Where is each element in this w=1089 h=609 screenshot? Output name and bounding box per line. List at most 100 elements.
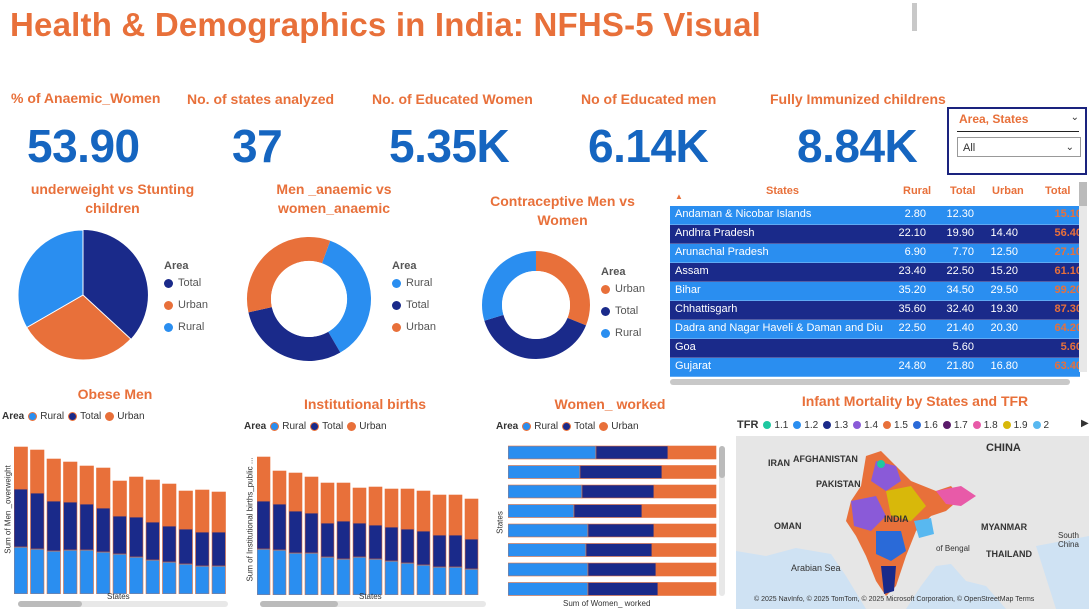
col-header-states[interactable]: States	[766, 185, 800, 197]
table-horizontal-scrollbar[interactable]	[670, 379, 1070, 385]
bar-segment	[587, 523, 655, 538]
legend-item-total[interactable]: Total	[601, 300, 645, 322]
table-row[interactable]: Arunachal Pradesh 6.90 7.70 12.50 27.10	[670, 244, 1082, 263]
table-cell-state: Gujarat	[675, 360, 712, 372]
legend-dot	[763, 421, 772, 429]
chevron-down-icon[interactable]: ⌄	[1070, 112, 1079, 123]
legend-label: Rural	[615, 327, 642, 339]
table-row[interactable]: Dadra and Nagar Haveli & Daman and Diu 22…	[670, 320, 1082, 339]
legend-item-urban[interactable]: Urban	[164, 294, 208, 316]
legend-item-urban[interactable]: Urban	[347, 421, 387, 432]
legend-next-icon[interactable]: ▶	[1081, 418, 1089, 429]
contraceptive-donut-chart[interactable]	[481, 250, 591, 360]
legend-item-total[interactable]: Total	[68, 411, 101, 422]
col-header-total-2[interactable]: Total	[1045, 185, 1071, 197]
legend-obese-men: Area Rural Total Urban	[2, 411, 145, 422]
tfr-legend-item[interactable]: 2	[1032, 420, 1049, 431]
dashboard-title: Health & Demographics in India: NFHS-5 V…	[10, 6, 762, 43]
tfr-legend-item[interactable]: 1.1	[763, 420, 788, 431]
legend-item-total[interactable]: Total	[392, 294, 436, 316]
table-cell-total: 21.80	[946, 360, 974, 372]
bar-segment	[257, 548, 271, 595]
legend-item-total[interactable]: Total	[164, 272, 208, 294]
bar-segment	[508, 465, 581, 479]
bar-segment	[162, 561, 177, 594]
table-row[interactable]: Gujarat 24.80 21.80 16.80 63.40	[670, 358, 1082, 377]
legend-item-rural[interactable]: Rural	[164, 316, 208, 338]
table-cell-state: Arunachal Pradesh	[675, 246, 769, 258]
bar-segment	[272, 470, 287, 505]
sort-arrow-icon[interactable]: ▲	[675, 192, 683, 201]
bar-segment	[508, 582, 589, 596]
chart-title-institutional-births: Institutional births	[303, 396, 427, 412]
bar-segment	[145, 479, 160, 523]
bar-segment	[587, 582, 659, 596]
table-row[interactable]: Bihar 35.20 34.50 29.50 99.20	[670, 282, 1082, 301]
legend-title: Area	[244, 421, 267, 432]
institutional-births-scrollbar[interactable]	[260, 601, 486, 607]
tfr-legend-item[interactable]: 1.6	[912, 420, 938, 431]
area-states-slicer[interactable]: Area, States ⌄ All ⌄	[947, 107, 1087, 175]
table-header: ▲ States Rural Total Urban Total	[670, 182, 1080, 206]
bar-segment	[587, 562, 657, 577]
india-map[interactable]: CHINA AFGHANISTAN IRAN PAKISTAN INDIA OM…	[736, 436, 1089, 609]
map-label-bay: of Bengal	[936, 544, 970, 553]
col-header-total[interactable]: Total	[950, 185, 976, 197]
pie-slice-total	[83, 230, 148, 339]
obese-men-scrollbar[interactable]	[18, 601, 228, 607]
legend-item-total[interactable]: Total	[562, 421, 595, 432]
tfr-legend-item[interactable]: 1.5	[883, 420, 908, 431]
legend-dot	[1002, 421, 1011, 429]
bar-segment	[352, 487, 367, 524]
legend-item-rural[interactable]: Rural	[392, 272, 436, 294]
legend-dot	[853, 421, 862, 429]
table-cell-total: 32.40	[946, 303, 974, 315]
slicer-dropdown[interactable]: All ⌄	[957, 137, 1081, 157]
legend-item-urban[interactable]: Urban	[599, 421, 639, 432]
table-row[interactable]: Andaman & Nicobar Islands 2.80 12.30 15.10	[670, 206, 1082, 225]
legend-women-worked: Area Rural Total Urban	[496, 421, 639, 432]
bar-segment	[336, 482, 351, 522]
col-header-urban[interactable]: Urban	[992, 185, 1024, 197]
table-row[interactable]: Chhattisgarh 35.60 32.40 19.30 87.30	[670, 301, 1082, 320]
bar-segment	[145, 559, 160, 594]
bar-segment	[336, 558, 351, 595]
table-cell-total: 22.50	[946, 265, 974, 277]
chevron-down-icon: ⌄	[1065, 142, 1074, 153]
tfr-legend-item[interactable]: 1.8	[972, 420, 998, 431]
legend-item-rural[interactable]: Rural	[270, 421, 306, 432]
table-row[interactable]: Andhra Pradesh 22.10 19.90 14.40 56.40	[670, 225, 1082, 244]
legend-item-total[interactable]: Total	[310, 421, 343, 432]
institutional-births-bar-chart[interactable]	[257, 450, 487, 595]
tfr-legend-item[interactable]: 1.2	[793, 420, 818, 431]
table-cell-total-2: 15.10	[1054, 208, 1082, 220]
underweight-pie-chart[interactable]	[18, 228, 148, 362]
legend-item-urban[interactable]: Urban	[601, 278, 645, 300]
bar-segment	[195, 565, 210, 594]
table-row[interactable]: Goa 5.60 5.60	[670, 339, 1082, 358]
bar-segment	[162, 483, 177, 527]
women-worked-bar-chart[interactable]	[508, 444, 718, 598]
bar-segment	[304, 512, 319, 554]
legend-item-rural[interactable]: Rural	[522, 421, 558, 432]
bar-segment	[667, 445, 717, 460]
table-row[interactable]: Assam 23.40 22.50 15.20 61.10	[670, 263, 1082, 282]
tfr-legend-item[interactable]: 1.4	[853, 420, 878, 431]
women-worked-scrollbar[interactable]	[719, 446, 725, 596]
legend-label: Total	[574, 421, 596, 432]
bar-segment	[112, 480, 127, 517]
tfr-legend-item[interactable]: 1.9	[1002, 420, 1028, 431]
table-vertical-scrollbar[interactable]	[1079, 182, 1087, 372]
tfr-legend-item[interactable]: 1.3	[823, 420, 848, 431]
legend-item-rural[interactable]: Rural	[28, 411, 64, 422]
col-header-rural[interactable]: Rural	[903, 185, 932, 197]
obese-men-bar-chart[interactable]	[14, 440, 226, 594]
legend-item-urban[interactable]: Urban	[392, 316, 436, 338]
table-cell-state: Goa	[675, 341, 696, 353]
anaemic-donut-chart[interactable]	[246, 236, 372, 362]
bar-segment	[112, 515, 127, 555]
legend-item-urban[interactable]: Urban	[105, 411, 145, 422]
top-scrollbar[interactable]	[912, 3, 917, 31]
legend-item-rural[interactable]: Rural	[601, 322, 645, 344]
tfr-legend-item[interactable]: 1.7	[942, 420, 968, 431]
